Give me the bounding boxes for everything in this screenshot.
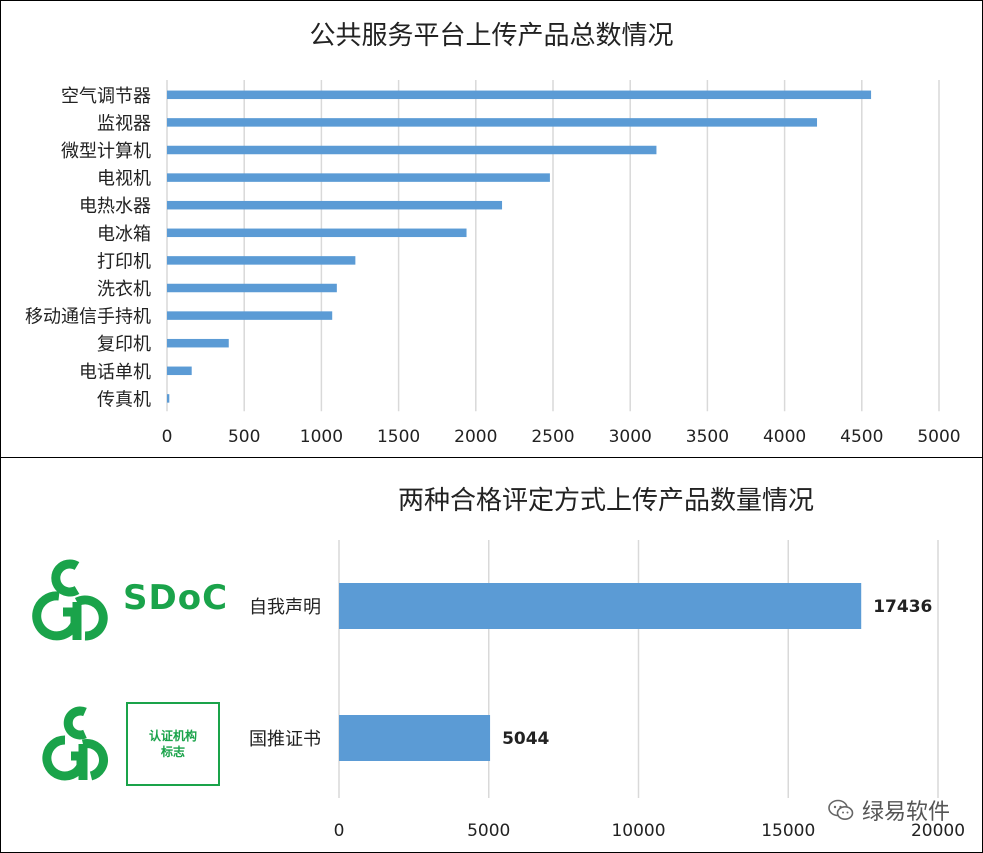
cgp-cert-logo [42,706,108,781]
category-label: 打印机 [97,251,151,272]
chart-panel-bottom: 两种合格评定方式上传产品数量情况 0 5000 10000 15000 20000 174… [0,457,983,853]
category-label: 电话单机 [79,362,151,383]
wechat-icon [828,799,854,820]
category-label: 国推证书 [249,729,321,750]
category-label: 洗衣机 [97,279,151,300]
bar-chart-bottom: 0 5000 10000 15000 20000 17436 自我声明 5044 国推证书 [249,540,965,841]
x-tick-label: 4500 [840,427,883,447]
category-label: 移动通信手持机 [25,307,151,328]
category-label: 空气调节器 [61,86,151,107]
bar [167,256,356,265]
cert-authority-box: 认证机构 标志 [126,702,220,786]
bar [167,90,872,100]
category-label: 自我声明 [249,597,321,618]
bar-chart-top: 0 500 1000 1500 2000 2500 3000 3500 4000 4500 5000… [25,80,961,447]
chart-panel-top: 公共服务平台上传产品总数情况 0 500 1000 1500 2000 2500 3000 3… [0,0,983,459]
data-label: 5044 [502,729,549,749]
x-tick-label: 2500 [531,427,574,447]
x-tick-label: 1000 [300,427,343,447]
watermark-text: 绿易软件 [861,800,950,825]
chart-title-top: 公共服务平台上传产品总数情况 [309,21,674,51]
bar [167,145,657,155]
bar [167,283,337,293]
bar [167,173,550,182]
x-tick-label: 5000 [917,427,960,447]
bar [167,394,170,403]
bar [167,118,818,127]
cert-text-line2: 标志 [160,745,185,759]
bar [167,228,467,238]
sdoc-logo-text: SDoC [123,578,229,618]
watermark: 绿易软件 [828,794,950,826]
bar [167,200,503,210]
x-tick-label: 3000 [609,427,652,447]
data-label: 17436 [873,597,932,617]
cgp-sdoc-logo [32,559,108,641]
category-label: 电热水器 [79,196,151,217]
x-tick-label: 0 [162,427,173,447]
category-label: 微型计算机 [61,141,151,162]
x-tick-label: 10000 [611,821,665,841]
bar [339,583,862,629]
x-tick-label: 500 [228,427,260,447]
x-tick-label: 0 [334,821,345,841]
x-tick-label: 20000 [911,821,965,841]
category-label: 电冰箱 [97,224,151,245]
bar [167,366,192,376]
chart-title-bottom: 两种合格评定方式上传产品数量情况 [397,486,814,516]
category-label: 电视机 [97,169,151,190]
category-label: 传真机 [97,389,151,410]
x-tick-label: 1500 [377,427,420,447]
x-tick-label: 2000 [454,427,497,447]
x-tick-label: 3500 [686,427,729,447]
x-tick-label: 5000 [467,821,510,841]
bar [167,338,229,348]
bar [167,311,333,320]
category-label: 监视器 [97,113,151,134]
x-tick-label: 4000 [763,427,806,447]
cert-text-line1: 认证机构 [148,729,197,743]
bar [339,715,491,761]
x-tick-label: 15000 [761,821,815,841]
category-label: 复印机 [97,334,151,355]
